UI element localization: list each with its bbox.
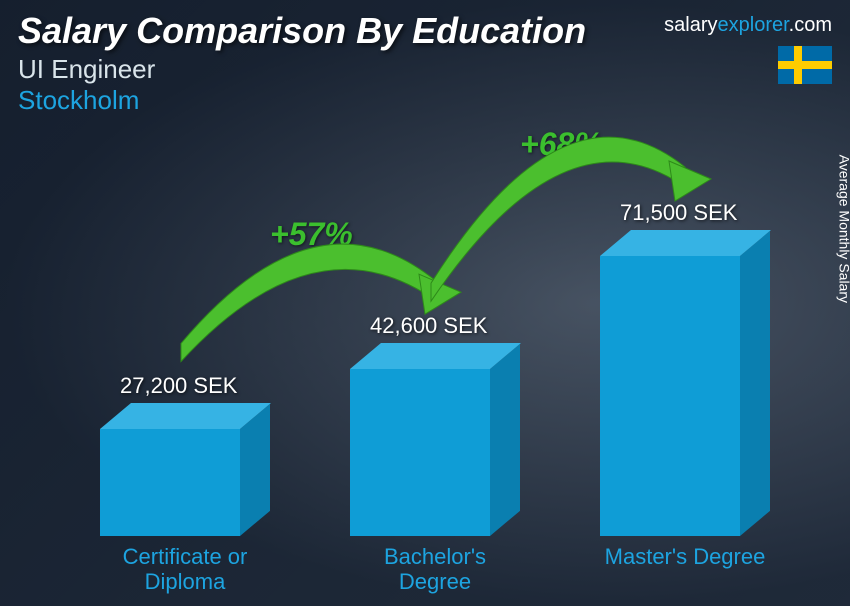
brand-part1: salary	[664, 14, 717, 36]
sweden-flag-icon	[778, 46, 832, 84]
brand-part2: explorer	[718, 14, 789, 36]
y-axis-label: Average Monthly Salary	[836, 155, 850, 303]
growth-arrow-icon	[431, 137, 685, 301]
arrows-layer	[40, 136, 800, 556]
brand-part3: .com	[789, 14, 832, 36]
growth-arrow-head-icon	[669, 161, 711, 201]
growth-arrow-icon	[181, 244, 435, 361]
brand-logo: salaryexplorer.com	[664, 14, 832, 37]
bar-chart: 27,200 SEKCertificate or Diploma42,600 S…	[40, 156, 800, 536]
chart-location: Stockholm	[18, 85, 832, 116]
chart-subtitle: UI Engineer	[18, 54, 832, 85]
